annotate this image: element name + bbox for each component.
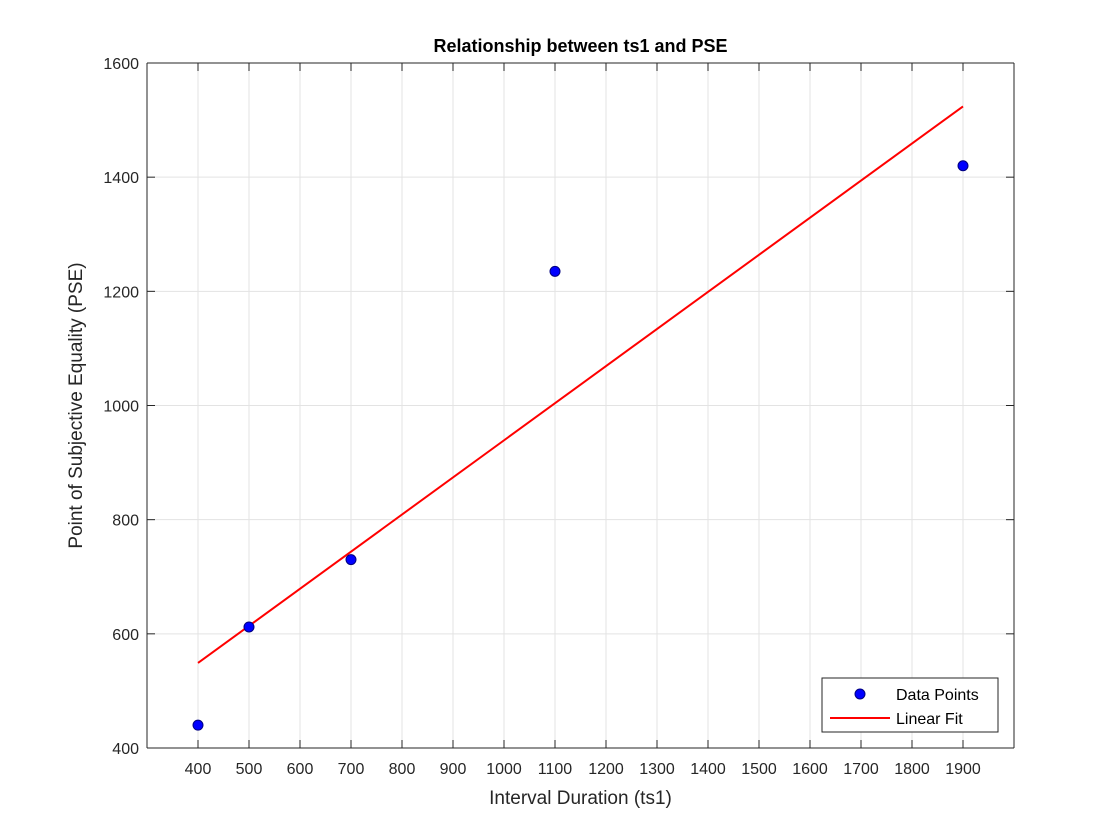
legend-label: Linear Fit	[896, 711, 963, 728]
y-tick-label: 800	[112, 513, 139, 530]
legend: Data Points Linear Fit	[821, 677, 999, 733]
x-tick-label: 700	[338, 761, 365, 778]
data-point	[345, 554, 357, 566]
x-axis-label: Interval Duration (ts1)	[489, 788, 672, 809]
data-point	[957, 160, 969, 172]
legend-box	[821, 677, 999, 733]
x-tick-label: 400	[185, 761, 212, 778]
x-tick-label: 600	[287, 761, 314, 778]
y-tick-label: 400	[112, 741, 139, 758]
x-tick-label: 1600	[792, 761, 828, 778]
chart-title: Relationship between ts1 and PSE	[433, 36, 727, 56]
x-tick-label: 1300	[639, 761, 675, 778]
legend-marker-data-points	[854, 688, 866, 700]
x-tick-label: 900	[440, 761, 467, 778]
data-point	[549, 265, 561, 277]
y-tick-label: 1600	[103, 56, 139, 73]
x-tick-label: 500	[236, 761, 263, 778]
x-tick-label: 1000	[486, 761, 522, 778]
y-tick-label: 1400	[103, 170, 139, 187]
y-tick-label: 1000	[103, 399, 139, 416]
series-layer	[192, 105, 969, 731]
x-tick-label: 1500	[741, 761, 777, 778]
data-point	[243, 621, 255, 633]
x-tick-label: 800	[389, 761, 416, 778]
legend-label: Data Points	[896, 687, 979, 704]
x-tick-label: 1800	[894, 761, 930, 778]
x-tick-label: 1100	[538, 761, 573, 778]
y-tick-label: 600	[112, 627, 139, 644]
x-tick-label: 1200	[588, 761, 624, 778]
x-tick-label: 1400	[690, 761, 726, 778]
y-axis-label: Point of Subjective Equality (PSE)	[66, 262, 87, 548]
data-point	[192, 719, 204, 731]
x-tick-label: 1900	[945, 761, 981, 778]
x-tick-label: 1700	[843, 761, 879, 778]
axes: 400 500 600 700 800 900 1000 1100 1200 1300 1400 15…	[103, 56, 1015, 778]
y-tick-label: 1200	[103, 284, 139, 301]
linear-fit-line	[197, 105, 964, 664]
